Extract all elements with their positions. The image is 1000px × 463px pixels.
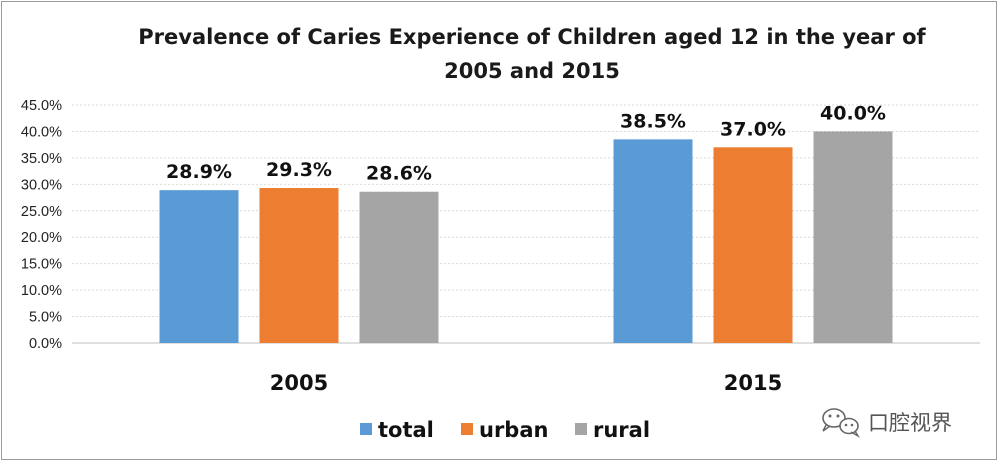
y-tick-label: 35.0% bbox=[21, 151, 62, 167]
y-tick-label: 20.0% bbox=[21, 230, 62, 246]
bar-total-2015 bbox=[613, 139, 693, 343]
data-label-total-2015: 38.5% bbox=[620, 110, 686, 132]
bar-rural-2015 bbox=[813, 131, 893, 343]
legend: total urban rural bbox=[360, 418, 650, 442]
data-label-rural-2015: 40.0% bbox=[820, 102, 886, 124]
x-axis-categories: 2005 2015 bbox=[270, 371, 782, 395]
legend-label-total: total bbox=[378, 418, 434, 442]
data-label-urban-2015: 37.0% bbox=[720, 118, 786, 140]
y-tick-label: 0.0% bbox=[29, 336, 62, 352]
wechat-icon bbox=[822, 408, 860, 438]
y-tick-label: 45.0% bbox=[21, 98, 62, 114]
data-label-total-2005: 28.9% bbox=[166, 161, 232, 183]
legend-swatch-total bbox=[360, 423, 372, 435]
bars bbox=[159, 131, 893, 343]
y-tick-label: 40.0% bbox=[21, 124, 62, 140]
x-category-2005: 2005 bbox=[270, 371, 328, 395]
y-tick-label: 10.0% bbox=[21, 283, 62, 299]
watermark-text: 口腔视界 bbox=[868, 411, 952, 435]
data-label-urban-2005: 29.3% bbox=[266, 159, 332, 181]
y-tick-label: 30.0% bbox=[21, 177, 62, 193]
legend-swatch-urban bbox=[461, 423, 473, 435]
legend-label-rural: rural bbox=[593, 418, 650, 442]
y-tick-label: 15.0% bbox=[21, 257, 62, 273]
watermark: 口腔视界 bbox=[822, 408, 952, 438]
y-tick-label: 5.0% bbox=[29, 310, 62, 326]
bar-urban-2005 bbox=[259, 188, 339, 343]
chart-title-line-2: 2005 and 2015 bbox=[444, 59, 620, 83]
bar-urban-2015 bbox=[713, 147, 793, 343]
data-labels: 28.9% 29.3% 28.6% 38.5% 37.0% 40.0% bbox=[166, 102, 886, 184]
bar-rural-2005 bbox=[359, 191, 439, 343]
x-category-2015: 2015 bbox=[724, 371, 782, 395]
legend-swatch-rural bbox=[575, 423, 587, 435]
bar-total-2005 bbox=[159, 190, 239, 343]
chart-title: Prevalence of Caries Experience of Child… bbox=[138, 25, 926, 83]
legend-label-urban: urban bbox=[479, 418, 548, 442]
y-tick-label: 25.0% bbox=[21, 204, 62, 220]
data-label-rural-2005: 28.6% bbox=[366, 163, 432, 185]
y-axis-ticks: 0.0% 5.0% 10.0% 15.0% 20.0% 25.0% 30.0% 35.0% 40… bbox=[21, 98, 62, 352]
chart-title-line-1: Prevalence of Caries Experience of Child… bbox=[138, 25, 926, 49]
